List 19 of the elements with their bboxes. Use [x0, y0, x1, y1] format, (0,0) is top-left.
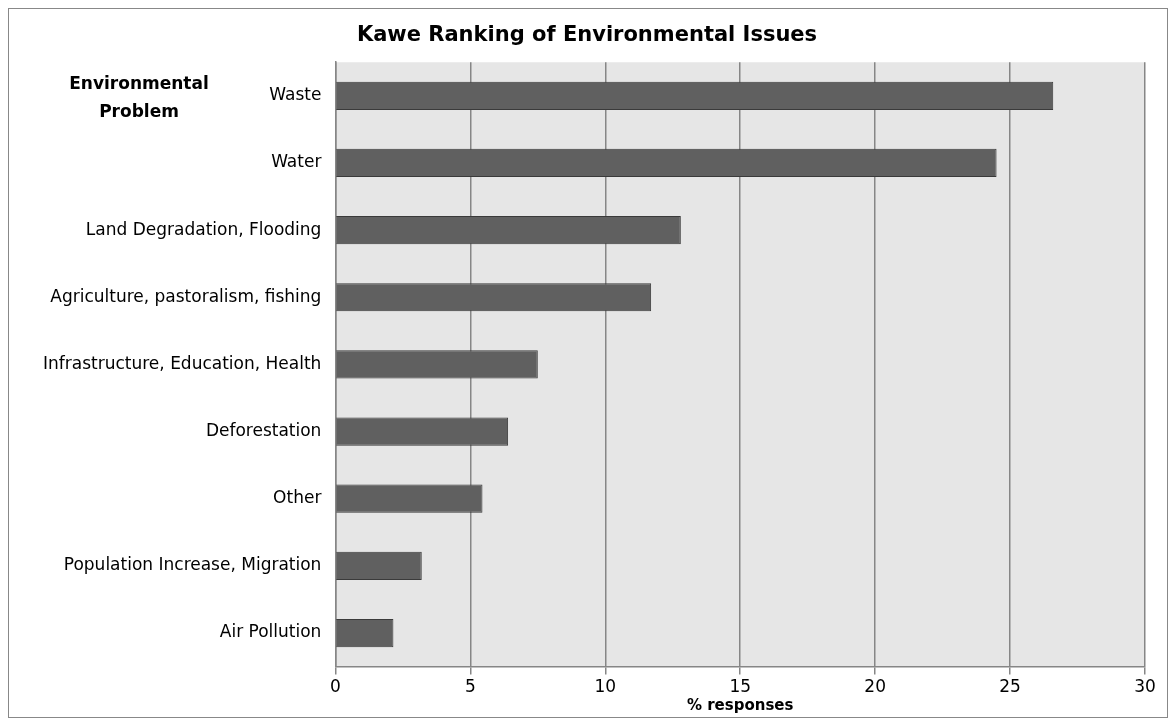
- x-tick-label: 30: [1134, 676, 1156, 697]
- y-tick-label: Other: [273, 487, 322, 508]
- x-axis-title: % responses: [686, 695, 794, 714]
- y-tick-label: Waste: [269, 84, 322, 105]
- x-tick-label: 20: [864, 676, 886, 697]
- y-axis-title: Environmental Problem: [69, 73, 209, 122]
- y-tick-label: Land Degradation, Flooding: [85, 218, 322, 239]
- x-tick-label: 25: [999, 676, 1021, 697]
- y-tick-label: Deforestation: [205, 419, 322, 440]
- y-tick-label: Population Increase, Migration: [63, 554, 322, 575]
- x-tick-label: 15: [729, 676, 752, 697]
- y-tick-label: Water: [271, 151, 322, 172]
- x-tick-label: 5: [464, 676, 476, 697]
- y-tick-label: Agriculture, pastoralism, fishing: [50, 285, 322, 306]
- y-tick-label: Air Pollution: [219, 621, 322, 642]
- y-tick-label: Infrastructure, Education, Health: [42, 352, 322, 373]
- chart-title: Kawe Ranking of Environmental Issues: [356, 22, 818, 47]
- x-tick-label: 10: [594, 676, 617, 697]
- x-tick-label: 0: [329, 676, 341, 697]
